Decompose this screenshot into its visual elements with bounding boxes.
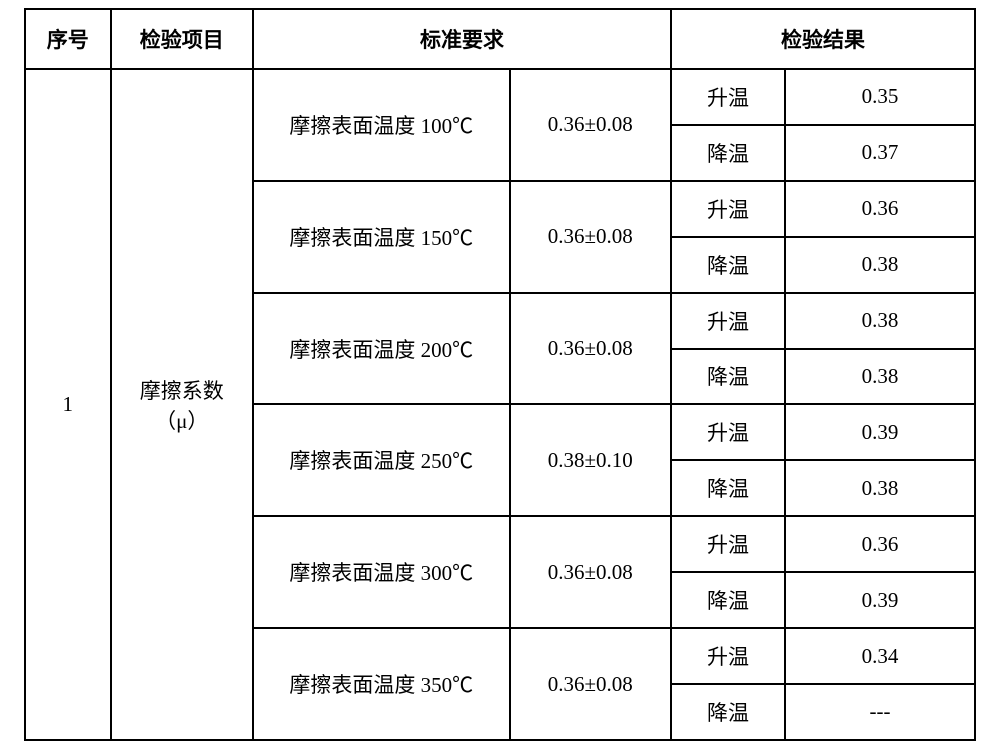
result-value-down: 0.38 <box>785 237 975 293</box>
std-cell: 0.36±0.08 <box>510 293 672 405</box>
result-label-down: 降温 <box>671 684 785 740</box>
result-value-up: 0.36 <box>785 516 975 572</box>
result-value-up: 0.39 <box>785 404 975 460</box>
result-label-up: 升温 <box>671 516 785 572</box>
result-label-down: 降温 <box>671 349 785 405</box>
result-label-down: 降温 <box>671 125 785 181</box>
temp-cell: 摩擦表面温度 200℃ <box>253 293 510 405</box>
temp-cell: 摩擦表面温度 250℃ <box>253 404 510 516</box>
result-value-down: 0.38 <box>785 349 975 405</box>
item-cell: 摩擦系数 （μ） <box>111 69 254 740</box>
temp-cell: 摩擦表面温度 300℃ <box>253 516 510 628</box>
table-header-row: 序号 检验项目 标准要求 检验结果 <box>25 9 975 69</box>
col-header-item: 检验项目 <box>111 9 254 69</box>
result-label-up: 升温 <box>671 181 785 237</box>
result-label-down: 降温 <box>671 237 785 293</box>
result-label-down: 降温 <box>671 572 785 628</box>
inspection-table: 序号 检验项目 标准要求 检验结果 1 摩擦系数 （μ） 摩擦表面温度 100℃… <box>24 8 976 741</box>
result-label-up: 升温 <box>671 69 785 125</box>
col-header-seq: 序号 <box>25 9 111 69</box>
result-label-up: 升温 <box>671 404 785 460</box>
table-row: 1 摩擦系数 （μ） 摩擦表面温度 100℃ 0.36±0.08 升温 0.35 <box>25 69 975 125</box>
result-value-down: 0.39 <box>785 572 975 628</box>
temp-cell: 摩擦表面温度 150℃ <box>253 181 510 293</box>
seq-cell: 1 <box>25 69 111 740</box>
std-cell: 0.36±0.08 <box>510 516 672 628</box>
result-label-down: 降温 <box>671 460 785 516</box>
col-header-result: 检验结果 <box>671 9 975 69</box>
result-value-up: 0.38 <box>785 293 975 349</box>
result-label-up: 升温 <box>671 628 785 684</box>
col-header-standard: 标准要求 <box>253 9 671 69</box>
result-value-down: 0.38 <box>785 460 975 516</box>
temp-cell: 摩擦表面温度 350℃ <box>253 628 510 740</box>
result-value-up: 0.36 <box>785 181 975 237</box>
result-value-down: 0.37 <box>785 125 975 181</box>
result-value-up: 0.35 <box>785 69 975 125</box>
temp-cell: 摩擦表面温度 100℃ <box>253 69 510 181</box>
item-name-line1: 摩擦系数 <box>140 379 224 403</box>
result-value-down: --- <box>785 684 975 740</box>
std-cell: 0.38±0.10 <box>510 404 672 516</box>
std-cell: 0.36±0.08 <box>510 628 672 740</box>
result-label-up: 升温 <box>671 293 785 349</box>
item-name-line2: （μ） <box>155 409 208 433</box>
std-cell: 0.36±0.08 <box>510 181 672 293</box>
std-cell: 0.36±0.08 <box>510 69 672 181</box>
result-value-up: 0.34 <box>785 628 975 684</box>
